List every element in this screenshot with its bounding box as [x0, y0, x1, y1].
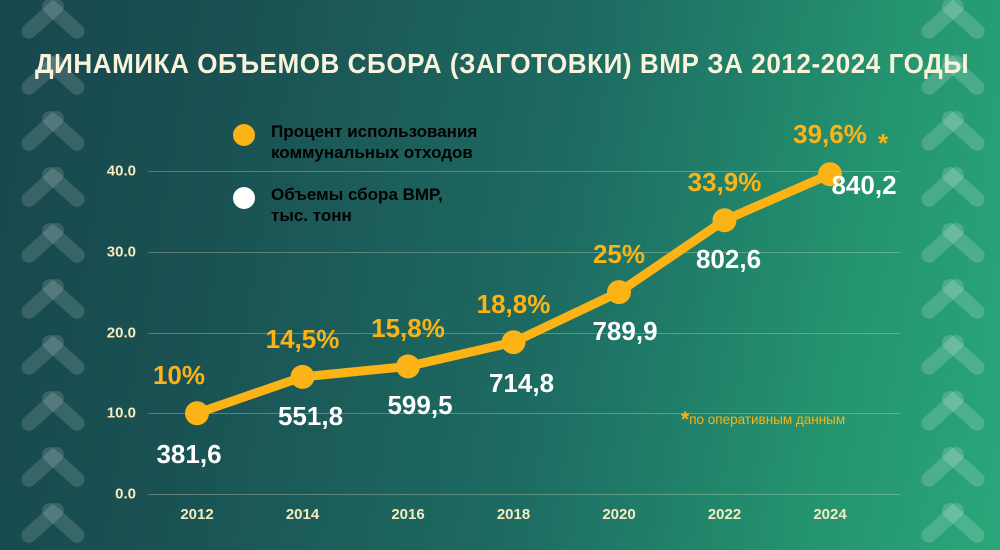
volume-value-label: 789,9 [592, 316, 658, 347]
volume-value-label: 599,5 [387, 390, 453, 421]
footnote-asterisk-icon: * [681, 408, 690, 431]
volume-value-label: 802,6 [695, 244, 762, 275]
data-point-marker [712, 208, 737, 233]
volume-value-label: 840,2 [831, 170, 897, 201]
gridline [148, 494, 900, 495]
chevron-up-icon [10, 428, 96, 484]
percent-value-label: 14,5% [265, 323, 340, 354]
gridline [148, 171, 900, 172]
footnote-text: по оперативным данным [689, 412, 846, 427]
chevron-up-icon [10, 540, 96, 550]
chevron-up-icon [910, 372, 996, 428]
chevron-up-icon [10, 148, 96, 204]
gridline [148, 413, 900, 415]
chevron-up-icon [10, 260, 96, 316]
data-point-marker [185, 401, 209, 426]
data-point-marker [290, 364, 315, 389]
chevron-up-icon [910, 428, 996, 484]
volume-value-label: 381,6 [156, 439, 222, 470]
volume-value-label: 551,8 [277, 400, 344, 431]
data-point-marker [607, 280, 631, 305]
chevron-up-icon [10, 0, 96, 36]
chart-title: ДИНАМИКА ОБЪЕМОВ СБОРА (ЗАГОТОВКИ) ВМР З… [35, 48, 970, 79]
y-axis-tick-label: 20.0 [106, 324, 136, 341]
plot-area: 0.0 10.0 20.0 30.0 40.0 2012 2014 2016 2018 2020… [107, 119, 900, 523]
y-axis-tick-label: 10.0 [106, 404, 136, 422]
percent-value-label: 39,6% [793, 119, 867, 150]
chevron-up-icon [10, 92, 96, 148]
y-axis-tick-label: 30.0 [106, 243, 136, 261]
percent-value-label: 33,9% [687, 167, 762, 198]
x-axis-tick-label: 2024 [813, 506, 847, 523]
volume-value-label: 714,8 [488, 368, 555, 399]
legend-item-volume: Объемы сбора ВМР, тыс. тонн [233, 185, 477, 226]
chevron-up-icon [10, 484, 96, 540]
gridline [148, 251, 900, 253]
y-axis-tick-label: 0.0 [115, 485, 136, 503]
chevron-up-icon [10, 372, 96, 428]
x-axis-tick-label: 2018 [496, 506, 531, 523]
x-axis-tick-label: 2016 [391, 506, 425, 523]
line-series-layer [185, 162, 842, 426]
chevron-up-icon [910, 0, 996, 36]
chevron-pattern-right [898, 0, 1000, 550]
x-axis-tick-label: 2022 [707, 506, 742, 523]
percent-value-label: 25% [592, 239, 646, 270]
legend-label-percent: Процент использования коммунальных отход… [271, 122, 478, 162]
percent-value-label: 18,8% [476, 289, 551, 320]
chevron-up-icon [910, 484, 996, 540]
chevron-up-icon [910, 260, 996, 316]
chart-legend: Процент использования коммунальных отход… [233, 122, 477, 249]
legend-marker-white-dot [233, 187, 255, 210]
last-point-asterisk-icon: * [878, 128, 889, 159]
chevron-up-icon [910, 316, 996, 372]
data-point-marker [396, 354, 420, 379]
chevron-pattern-left [0, 0, 108, 550]
x-axis-tick-label: 2012 [180, 506, 214, 523]
footnote: *по оперативным данным [681, 408, 845, 432]
data-point-marker [818, 162, 842, 187]
legend-label-volume: Объемы сбора ВМР, тыс. тонн [271, 185, 443, 226]
chevron-up-icon [910, 204, 996, 260]
chevron-up-icon [910, 92, 996, 148]
percent-value-label: 15,8% [371, 313, 445, 344]
percent-value-label: 10% [152, 360, 206, 391]
x-axis-tick-label: 2014 [285, 506, 320, 523]
y-axis-tick-label: 40.0 [106, 162, 136, 180]
chevron-up-icon [10, 316, 96, 372]
legend-marker-orange-dot [233, 124, 255, 146]
data-point-marker [501, 330, 526, 355]
x-axis-tick-label: 2020 [602, 506, 636, 523]
legend-item-percent: Процент использования коммунальных отход… [233, 122, 477, 163]
chevron-up-icon [910, 148, 996, 204]
chevron-up-icon [910, 540, 996, 550]
chevron-up-icon [10, 204, 96, 260]
